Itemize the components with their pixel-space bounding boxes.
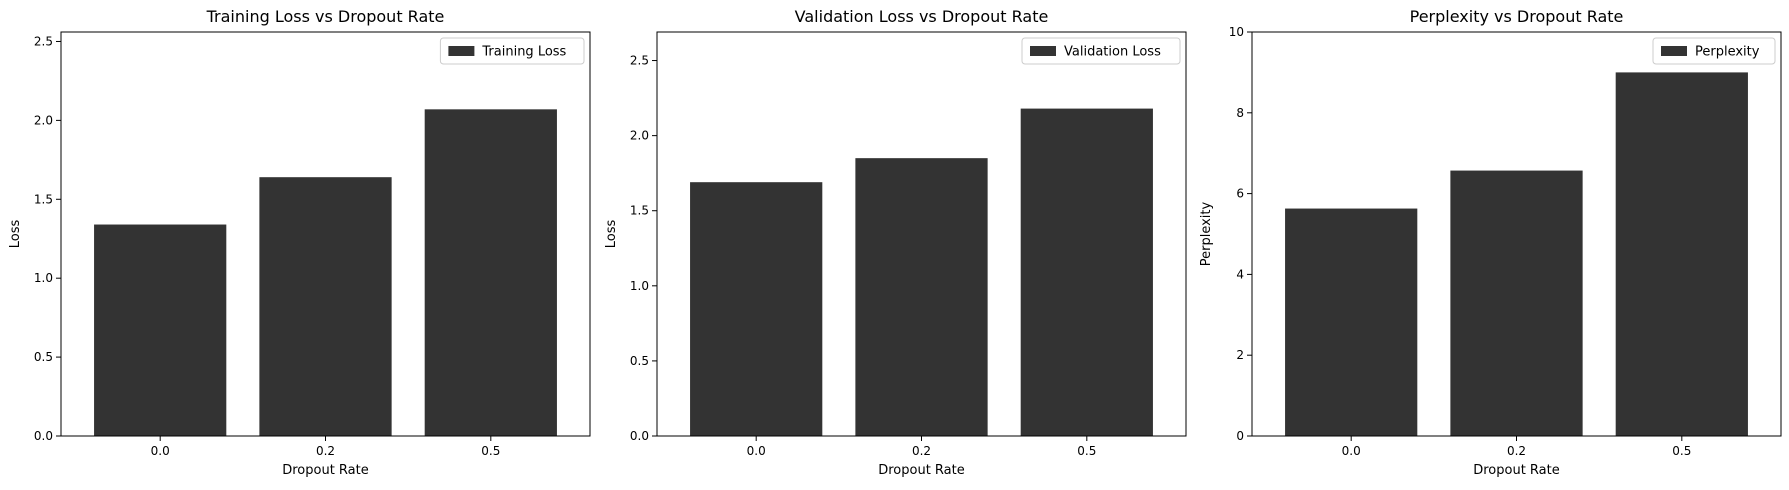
x-tick-label: 0.5 <box>481 444 500 458</box>
y-tick-label: 0 <box>1236 429 1244 443</box>
legend-swatch <box>1661 46 1687 56</box>
y-tick-label: 2.0 <box>34 113 53 127</box>
chart-title: Perplexity vs Dropout Rate <box>1410 7 1624 26</box>
legend: Perplexity <box>1652 37 1776 65</box>
y-axis-label: Perplexity <box>1199 201 1214 266</box>
legend-swatch <box>448 46 475 56</box>
y-tick-label: 4 <box>1236 267 1244 281</box>
y-tick-label: 10 <box>1229 25 1244 39</box>
x-axis-label: Dropout Rate <box>1473 463 1560 478</box>
y-tick-label: 2 <box>1236 348 1244 362</box>
y-tick-label: 1.5 <box>630 204 649 218</box>
bar-0.0 <box>690 182 823 436</box>
x-tick-label: 0.0 <box>151 444 170 458</box>
x-axis-label: Dropout Rate <box>282 463 369 478</box>
y-tick-label: 2.0 <box>630 129 649 143</box>
legend-box <box>1652 37 1776 65</box>
y-tick-label: 2.5 <box>630 54 649 68</box>
y-tick-label: 2.5 <box>34 34 53 48</box>
legend-swatch <box>1030 46 1056 56</box>
bar-0.5 <box>1615 72 1748 437</box>
chart-title: Validation Loss vs Dropout Rate <box>795 7 1049 26</box>
x-tick-label: 0.0 <box>747 444 766 458</box>
y-tick-label: 0.5 <box>34 350 53 364</box>
legend-box <box>1021 37 1181 65</box>
legend: Validation Loss <box>1021 37 1181 65</box>
bar-0.5 <box>424 109 557 436</box>
chart-panel-1: 0.0 0.2 0.5 0.0 0.5 1.0 1.5 2.0 2.5 Training Loss… <box>8 7 591 478</box>
x-axis-label: Dropout Rate <box>878 463 965 478</box>
bar-0.0 <box>94 224 227 436</box>
legend-label: Perplexity <box>1695 45 1760 60</box>
x-tick-label: 0.2 <box>316 444 335 458</box>
y-tick-label: 0.5 <box>630 354 649 368</box>
y-tick-label: 0.0 <box>630 429 649 443</box>
bar-0.5 <box>1020 108 1153 436</box>
y-axis-label: Loss <box>8 220 23 249</box>
y-tick-label: 6 <box>1236 187 1244 201</box>
x-tick-label: 0.5 <box>1672 444 1691 458</box>
bar-0.0 <box>1285 208 1418 436</box>
legend-label: Validation Loss <box>1064 45 1161 60</box>
chart-title: Training Loss vs Dropout Rate <box>206 7 445 26</box>
y-tick-label: 0.0 <box>34 429 53 443</box>
y-tick-label: 1.5 <box>34 192 53 206</box>
chart-panel-3: 0.0 0.2 0.5 0 2 4 6 8 10 Perplexity vs Dropout Ra… <box>1199 7 1782 478</box>
chart-panel-2: 0.0 0.2 0.5 0.0 0.5 1.0 1.5 2.0 2.5 Validation Lo… <box>604 7 1187 478</box>
legend: Training Loss <box>439 37 585 65</box>
bar-0.2 <box>1450 170 1583 436</box>
bar-0.2 <box>259 177 392 436</box>
y-tick-label: 8 <box>1236 106 1244 120</box>
y-tick-label: 1.0 <box>630 279 649 293</box>
x-tick-label: 0.2 <box>912 444 931 458</box>
x-tick-label: 0.0 <box>1342 444 1361 458</box>
bar-0.2 <box>855 158 988 436</box>
x-tick-label: 0.5 <box>1077 444 1096 458</box>
x-tick-label: 0.2 <box>1507 444 1526 458</box>
y-axis-label: Loss <box>604 220 619 249</box>
legend-box <box>439 37 585 65</box>
legend-label: Training Loss <box>481 45 566 60</box>
y-tick-label: 1.0 <box>34 271 53 285</box>
